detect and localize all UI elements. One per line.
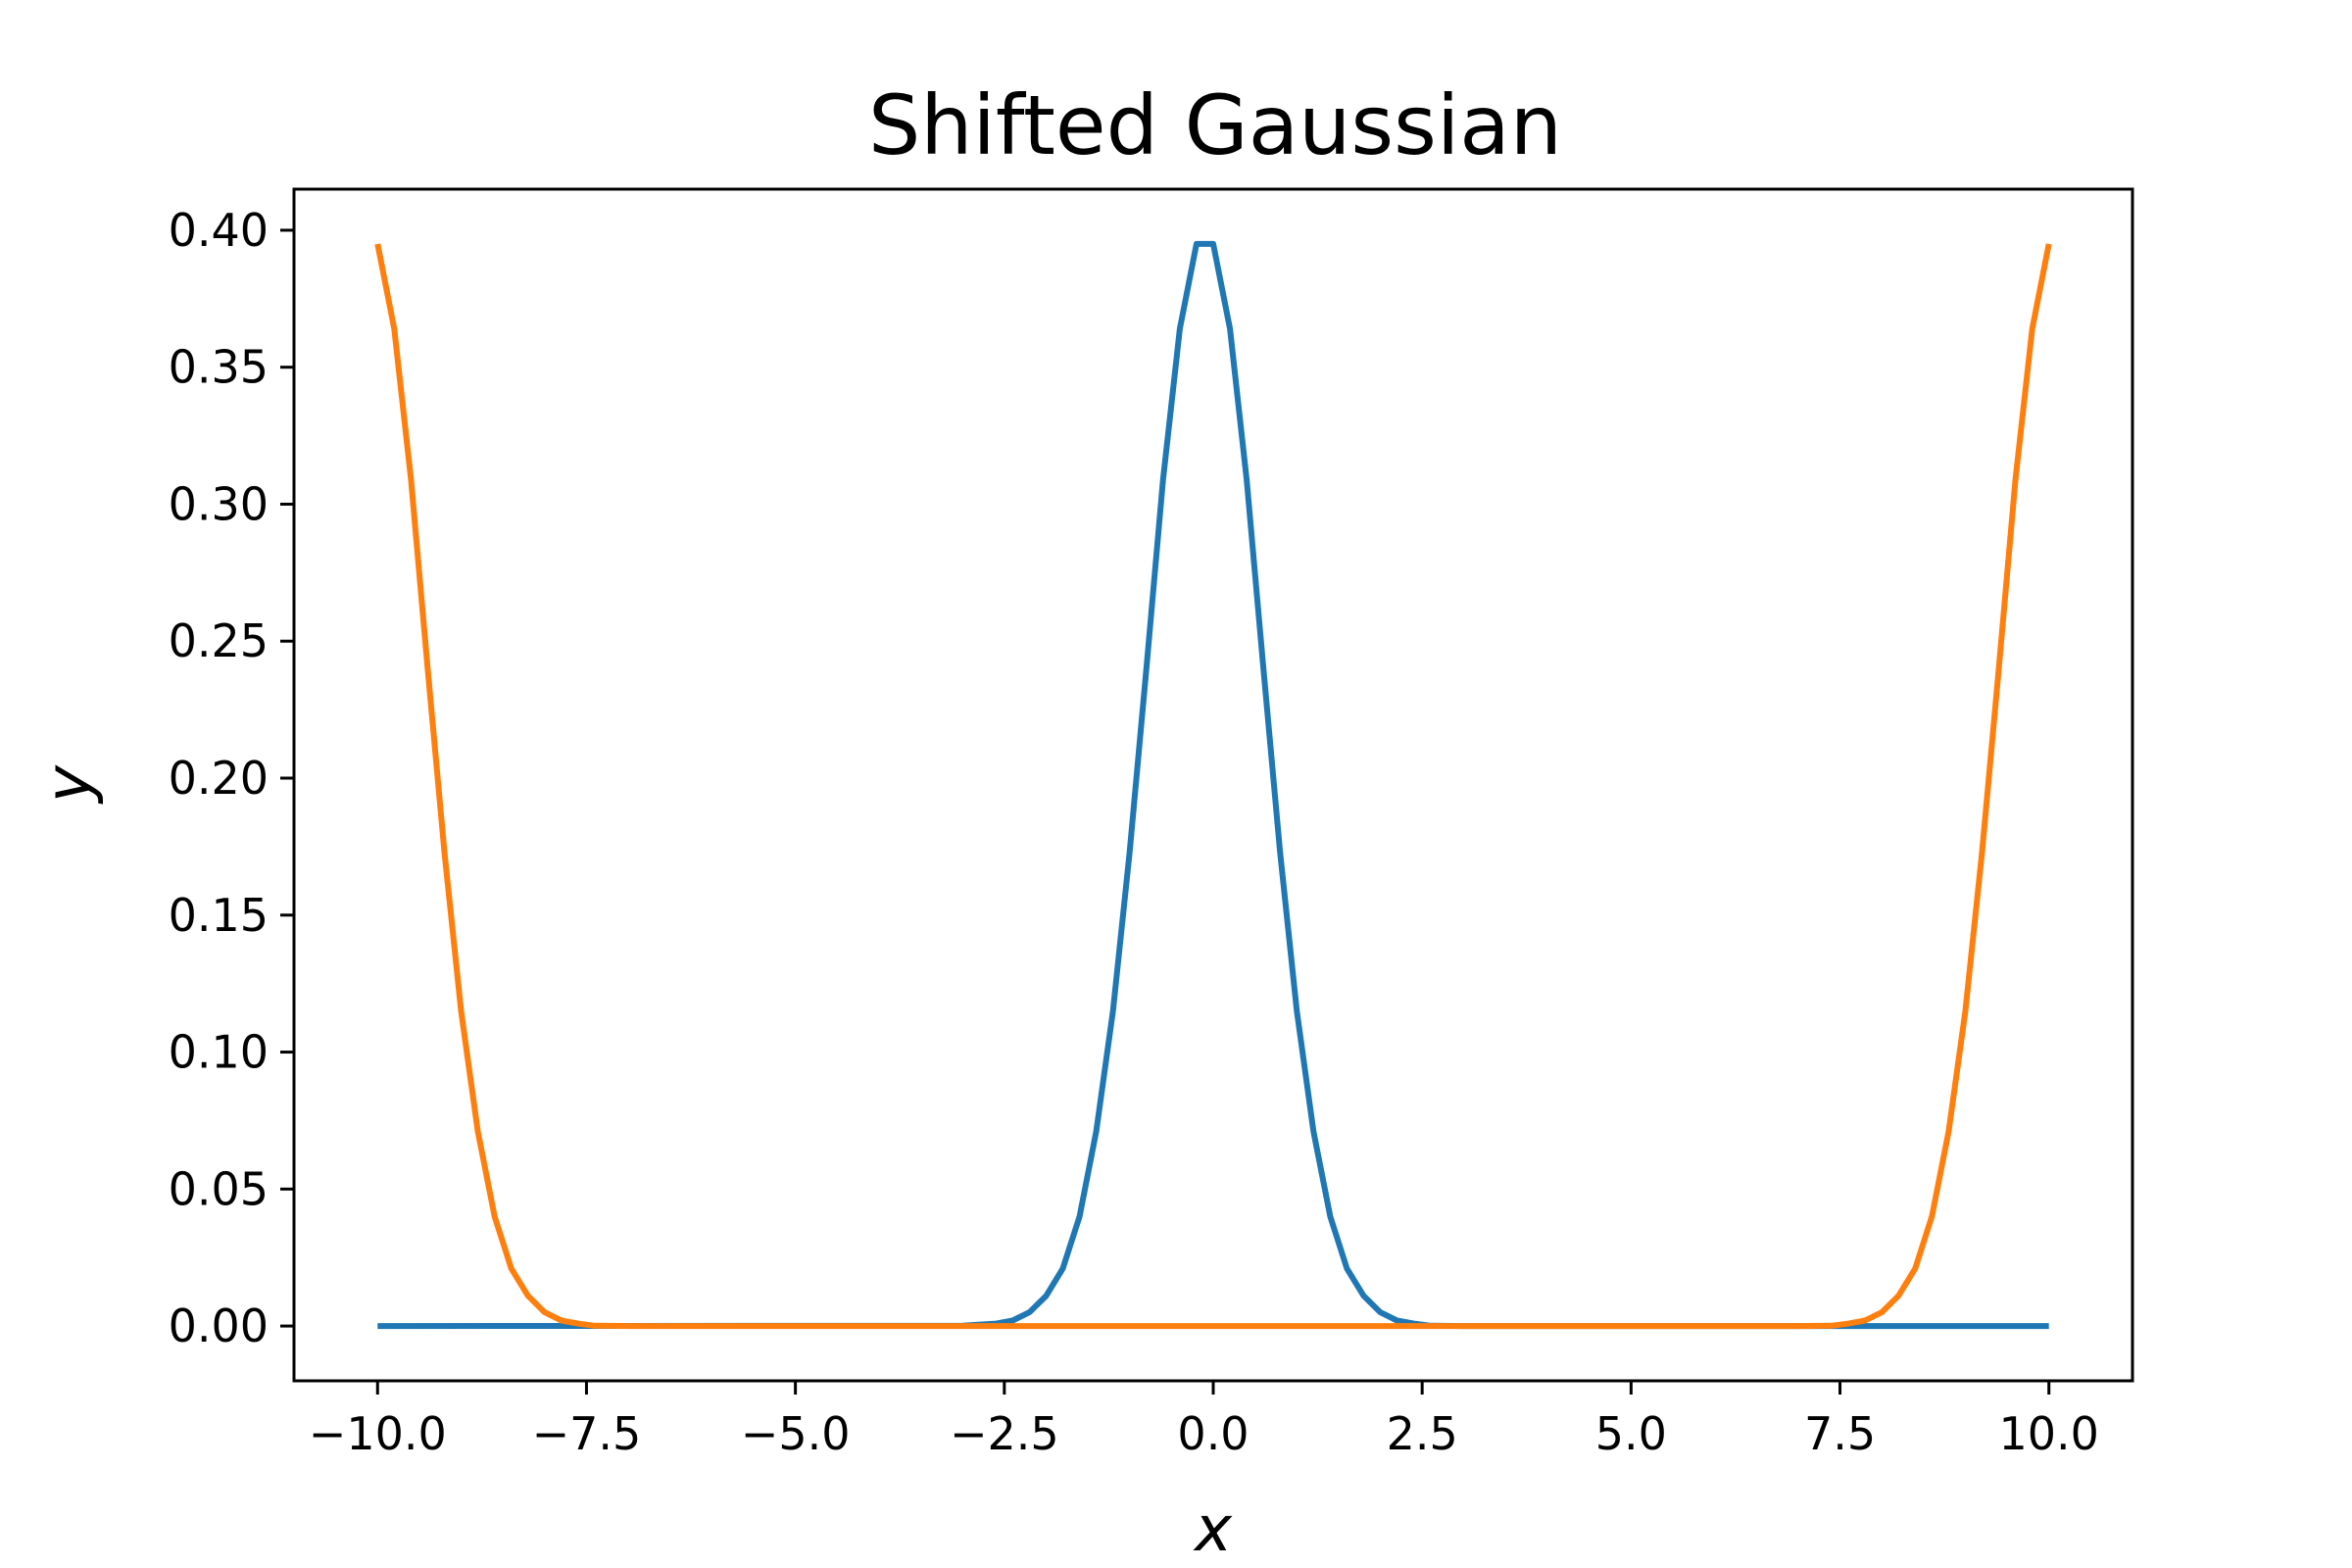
- x-tick-label: 10.0: [1999, 1407, 2099, 1460]
- y-axis-label: y: [33, 764, 106, 805]
- y-axis: 0.00 0.05 0.10 0.15 0.20 0.25 0.30 0.35 0.40: [169, 204, 294, 1352]
- y-tick-label: 0.35: [169, 341, 269, 394]
- y-tick-label: 0.05: [169, 1162, 269, 1215]
- x-tick-label: 0.0: [1177, 1407, 1249, 1460]
- x-tick-label: −10.0: [309, 1407, 447, 1460]
- y-tick-label: 0.40: [169, 204, 269, 257]
- x-tick-label: −7.5: [532, 1407, 642, 1460]
- x-tick-label: 5.0: [1595, 1407, 1667, 1460]
- x-axis-label: x: [1193, 1494, 1233, 1566]
- y-tick-label: 0.20: [169, 752, 269, 805]
- x-tick-label: −2.5: [950, 1407, 1059, 1460]
- x-tick-label: 2.5: [1387, 1407, 1458, 1460]
- y-tick-label: 0.15: [169, 889, 269, 942]
- series-layer: [374, 240, 2052, 1330]
- y-tick-label: 0.00: [169, 1299, 269, 1352]
- x-tick-label: 7.5: [1804, 1407, 1876, 1460]
- x-axis: −10.0 −7.5 −5.0 −2.5 0.0 2.5 5.0 7.5 10.0: [309, 1381, 2099, 1460]
- y-tick-label: 0.25: [169, 614, 269, 667]
- y-tick-label: 0.30: [169, 477, 269, 530]
- series-line-2: [374, 243, 2052, 1330]
- x-tick-label: −5.0: [741, 1407, 851, 1460]
- plot-frame: [292, 187, 2134, 1383]
- series-line-1: [377, 240, 2049, 1330]
- chart-title: Shifted Gaussian: [868, 77, 1562, 173]
- y-tick-label: 0.10: [169, 1026, 269, 1079]
